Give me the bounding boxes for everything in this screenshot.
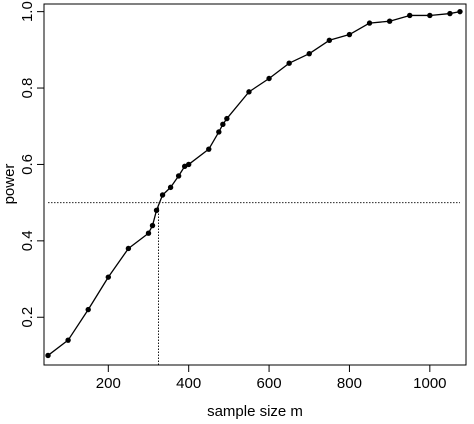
data-point bbox=[45, 352, 51, 359]
y-tick-label: 0.6 bbox=[19, 154, 36, 175]
y-tick-label: 1.0 bbox=[19, 1, 36, 22]
data-point bbox=[306, 50, 312, 57]
y-tick-label: 0.4 bbox=[19, 230, 36, 251]
data-point bbox=[181, 163, 188, 170]
x-axis-title: sample size m bbox=[207, 403, 303, 420]
data-point bbox=[65, 337, 71, 343]
data-point bbox=[185, 161, 192, 168]
reference-lines bbox=[48, 202, 460, 365]
data-point bbox=[153, 207, 160, 213]
data-point bbox=[266, 75, 272, 82]
data-point bbox=[407, 12, 413, 19]
series-line bbox=[47, 11, 461, 356]
x-axis: 200 400 600 800 1000 bbox=[96, 364, 447, 392]
y-axis-title: power bbox=[1, 164, 18, 205]
data-point bbox=[346, 31, 353, 38]
data-point bbox=[366, 20, 373, 26]
data-point bbox=[220, 121, 226, 128]
data-point bbox=[457, 8, 463, 15]
data-point bbox=[216, 129, 222, 135]
data-point bbox=[167, 184, 174, 191]
data-point bbox=[224, 115, 230, 122]
x-tick-label: 800 bbox=[337, 375, 362, 392]
data-point bbox=[175, 173, 182, 179]
data-point bbox=[125, 245, 132, 252]
data-point bbox=[105, 274, 112, 280]
data-point bbox=[159, 192, 166, 198]
data-point bbox=[447, 10, 453, 17]
plot-frame bbox=[43, 3, 467, 366]
data-point bbox=[145, 230, 152, 236]
series-layer bbox=[45, 8, 463, 359]
data-point bbox=[286, 60, 292, 66]
x-tick-label: 600 bbox=[257, 375, 282, 392]
y-tick-label: 0.2 bbox=[19, 307, 36, 328]
data-point bbox=[386, 18, 393, 24]
y-tick-label: 0.8 bbox=[19, 78, 36, 99]
y-axis: 0.2 0.4 0.6 0.8 1.0 bbox=[19, 1, 45, 328]
data-point bbox=[246, 89, 252, 95]
x-tick-label: 1000 bbox=[413, 375, 446, 392]
data-point bbox=[427, 12, 433, 19]
data-point bbox=[85, 306, 91, 313]
data-point bbox=[149, 222, 156, 229]
data-point bbox=[206, 146, 212, 152]
x-tick-label: 400 bbox=[176, 375, 201, 392]
x-tick-label: 200 bbox=[96, 375, 121, 392]
data-point bbox=[326, 37, 333, 43]
